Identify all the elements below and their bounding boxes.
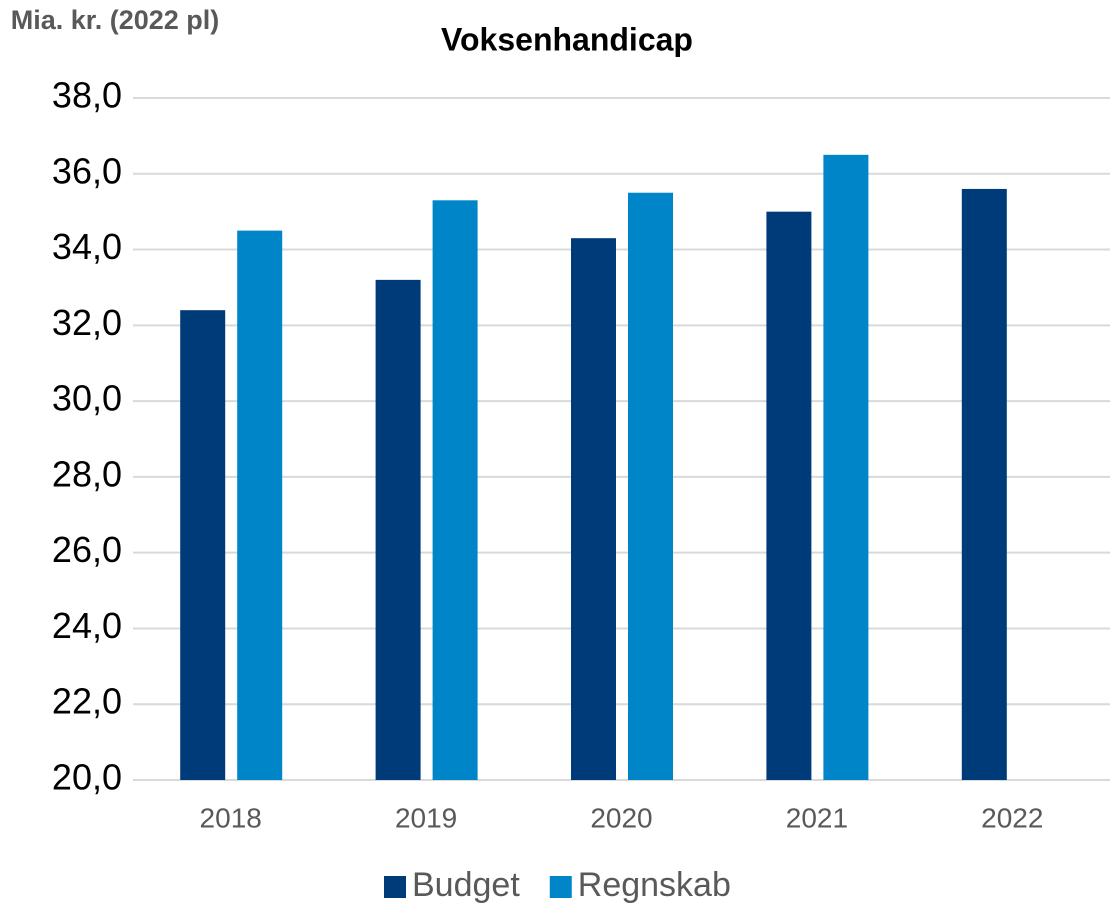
x-tick-label: 2020 <box>590 802 652 833</box>
bar <box>432 200 478 781</box>
bar <box>961 188 1007 780</box>
legend-swatch <box>549 876 572 898</box>
x-tick-label: 2018 <box>200 802 262 833</box>
y-tick-label: 24,0 <box>52 605 122 646</box>
y-tick-label: 34,0 <box>52 226 122 267</box>
x-tick-label: 2022 <box>981 802 1043 833</box>
chart-title: Voksenhandicap <box>441 21 693 57</box>
bar <box>571 238 616 780</box>
y-tick-label: 20,0 <box>52 757 122 798</box>
y-tick-label: 26,0 <box>52 529 122 570</box>
y-tick-label: 30,0 <box>52 378 122 419</box>
legend-swatch <box>384 876 406 898</box>
x-tick-label: 2019 <box>395 802 457 833</box>
y-tick-label: 38,0 <box>52 75 122 116</box>
bar <box>766 211 812 780</box>
y-axis-label: Mia. kr. (2022 pl) <box>10 5 220 35</box>
bar <box>628 192 673 780</box>
y-tick-label: 28,0 <box>52 453 122 494</box>
bar <box>180 310 226 780</box>
y-tick-label: 32,0 <box>52 302 122 343</box>
legend-label: Budget <box>412 866 520 904</box>
y-tick-label: 22,0 <box>52 681 122 722</box>
bar <box>823 154 869 781</box>
y-tick-label: 36,0 <box>52 150 122 191</box>
legend-label: Regnskab <box>578 866 731 904</box>
bar <box>375 279 421 780</box>
x-tick-label: 2021 <box>786 802 848 833</box>
bar <box>237 230 283 781</box>
